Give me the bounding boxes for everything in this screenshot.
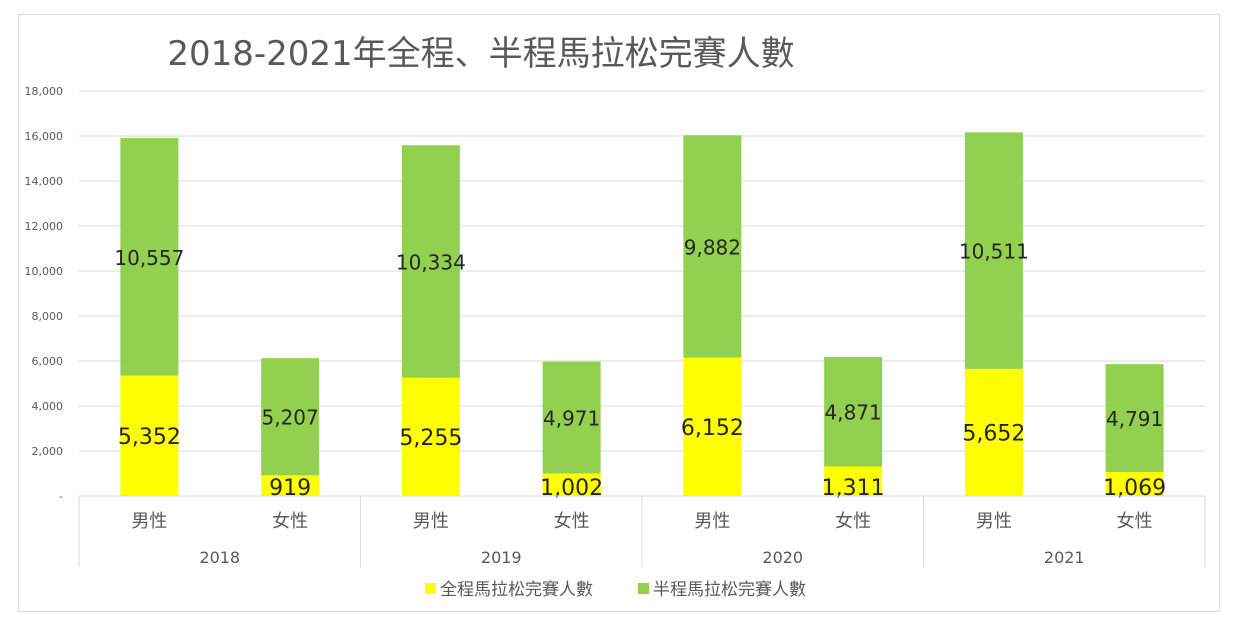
data-label: 10,557 bbox=[114, 246, 184, 270]
bar-2020-full-male bbox=[683, 357, 742, 496]
x-category-label: 男性 bbox=[694, 511, 730, 532]
y-tick-label: 16,000 bbox=[25, 130, 64, 143]
data-label: 10,334 bbox=[396, 251, 466, 275]
data-label: 1,311 bbox=[822, 476, 885, 501]
data-label: 10,511 bbox=[959, 240, 1029, 264]
bar-2021-half-male bbox=[964, 132, 1023, 369]
data-label: 9,882 bbox=[684, 235, 741, 259]
y-tick-label: 6,000 bbox=[32, 355, 64, 368]
y-tick-label: 8,000 bbox=[32, 310, 64, 323]
legend: 全程馬拉松完賽人數 半程馬拉松完賽人數 bbox=[425, 579, 806, 600]
bar-2018-full-male bbox=[120, 375, 179, 496]
bar-2021-half-female bbox=[1105, 364, 1164, 472]
bar-2018-half-male bbox=[120, 138, 179, 376]
bar-2019-half-female bbox=[542, 361, 601, 474]
bar-2019-half-male bbox=[401, 145, 460, 378]
data-label: 5,652 bbox=[962, 421, 1025, 446]
legend-swatch bbox=[425, 583, 436, 594]
x-category-label: 女性 bbox=[835, 511, 871, 532]
y-tick-label: 18,000 bbox=[25, 85, 64, 98]
y-tick-label: - bbox=[59, 490, 63, 503]
x-category-label: 男性 bbox=[131, 511, 167, 532]
chart-svg: 2018-2021年全程、半程馬拉松完賽人數 - 2,000 4,000 6,000 8… bbox=[25, 34, 1206, 600]
data-label: 5,207 bbox=[261, 406, 318, 430]
bar-2021-full-male bbox=[964, 368, 1023, 496]
legend-label: 全程馬拉松完賽人數 bbox=[440, 579, 593, 600]
data-labels: 5,352 10,557 919 5,207 5,255 10,334 1,002 4,971… bbox=[114, 235, 1166, 501]
data-label: 1,069 bbox=[1103, 476, 1166, 501]
y-tick-label: 14,000 bbox=[25, 175, 64, 188]
data-label: 4,791 bbox=[1106, 407, 1163, 431]
bar-2018-full-female bbox=[261, 475, 320, 496]
bar-2021-full-female bbox=[1105, 471, 1164, 496]
y-tick-label: 10,000 bbox=[25, 265, 64, 278]
bar-2020-full-female bbox=[824, 466, 883, 496]
y-tick-label: 12,000 bbox=[25, 220, 64, 233]
bar-2019-full-female bbox=[542, 473, 601, 496]
legend-label: 半程馬拉松完賽人數 bbox=[653, 579, 806, 600]
bar-2018-half-female bbox=[261, 358, 320, 476]
gridlines bbox=[79, 90, 1205, 497]
data-label: 919 bbox=[269, 476, 311, 501]
data-label: 4,971 bbox=[543, 407, 600, 431]
bar-2020-half-female bbox=[824, 356, 883, 467]
x-axis: 男性 女性 男性 女性 男性 女性 男性 女性 2018 2019 2020 2021 bbox=[78, 495, 1206, 567]
y-tick-label: 4,000 bbox=[32, 400, 64, 413]
legend-swatch bbox=[638, 583, 649, 594]
data-label: 6,152 bbox=[681, 416, 744, 441]
x-category-label: 男性 bbox=[976, 511, 1012, 532]
data-label: 1,002 bbox=[540, 476, 603, 501]
x-category-label: 女性 bbox=[1117, 511, 1153, 532]
y-tick-label: 2,000 bbox=[32, 445, 64, 458]
x-category-label: 女性 bbox=[554, 511, 590, 532]
x-group-label: 2020 bbox=[762, 548, 803, 567]
y-axis-ticks: - 2,000 4,000 6,000 8,000 10,000 12,000 14,000 1… bbox=[25, 85, 64, 503]
bar-2019-full-male bbox=[401, 377, 460, 496]
chart-frame: 2018-2021年全程、半程馬拉松完賽人數 - 2,000 4,000 6,000 8… bbox=[18, 14, 1220, 612]
x-category-label: 女性 bbox=[272, 511, 308, 532]
x-group-label: 2018 bbox=[199, 548, 240, 567]
chart-title: 2018-2021年全程、半程馬拉松完賽人數 bbox=[167, 34, 794, 74]
bars bbox=[120, 132, 1164, 496]
x-category-label: 男性 bbox=[413, 511, 449, 532]
data-label: 5,352 bbox=[118, 425, 181, 450]
data-label: 5,255 bbox=[399, 426, 462, 451]
data-label: 4,871 bbox=[824, 401, 881, 425]
x-group-label: 2019 bbox=[481, 548, 522, 567]
x-group-label: 2021 bbox=[1044, 548, 1085, 567]
bar-2020-half-male bbox=[683, 135, 742, 358]
